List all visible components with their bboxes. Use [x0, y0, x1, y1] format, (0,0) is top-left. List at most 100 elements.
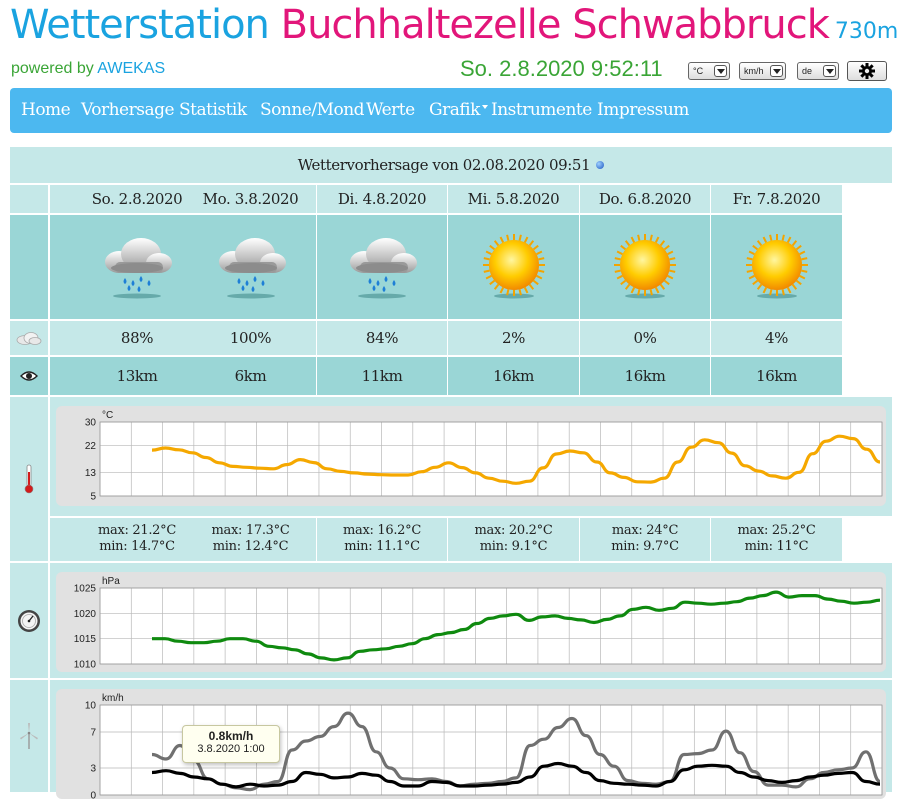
- sun-icon: [614, 234, 676, 299]
- y-axis-unit: km/h: [102, 693, 124, 704]
- series-line-0: [151, 590, 881, 662]
- day-visibility: 11km: [361, 367, 403, 385]
- sun-icon: [745, 234, 808, 299]
- label-cell-visibility: [10, 357, 48, 395]
- plot-area: [100, 588, 882, 664]
- day-icon-cell: [448, 215, 579, 319]
- forecast-title: Wettervorhersage von 02.08.2020 09:51: [297, 156, 591, 174]
- label-cell-wind: [10, 680, 48, 792]
- temp-unit-value: °C: [693, 66, 704, 76]
- station-name: Buchhaltezelle Schwabbruck: [280, 2, 830, 48]
- day-cloud-cover: 0%: [633, 329, 657, 347]
- nav-statistik[interactable]: Statistik: [179, 100, 247, 120]
- forecast-title-row: Wettervorhersage von 02.08.2020 09:51: [10, 147, 892, 183]
- rain-cloud-icon: [105, 238, 172, 299]
- day-date: Mi. 5.8.2020: [467, 190, 560, 208]
- y-tick-label: 5: [90, 492, 96, 503]
- powered-by-prefix: powered by: [11, 60, 94, 77]
- y-tick-label: 1025: [74, 584, 97, 595]
- day-date-cell: Mo. 3.8.2020: [185, 185, 316, 213]
- day-min-temp: min: 9.1°C: [479, 539, 548, 554]
- series-line-0: [151, 711, 881, 792]
- label-cell-temperature: [10, 397, 48, 561]
- day-minmax-cell: max: 24°C min: 9.7°C: [580, 518, 710, 561]
- day-cloud-cover: 100%: [229, 329, 272, 347]
- wind-unit-select[interactable]: km/h: [739, 62, 786, 80]
- title-part1: Wetterstation: [10, 2, 270, 48]
- day-date-cell: Di. 4.8.2020: [317, 185, 447, 213]
- powered-by: powered by AWEKAS: [11, 60, 165, 78]
- status-dot-icon: [596, 161, 605, 169]
- y-tick-label: 13: [85, 468, 97, 479]
- nav-sonne-mond[interactable]: Sonne/Mond: [260, 100, 365, 120]
- day-visibility: 16km: [756, 367, 797, 385]
- day-min-temp: min: 9.7°C: [611, 539, 679, 554]
- chevron-down-icon: [823, 65, 836, 77]
- day-date-cell: Mi. 5.8.2020: [448, 185, 579, 213]
- wind-turbine-icon: [20, 723, 38, 749]
- day-min-temp: min: 14.7°C: [99, 539, 175, 554]
- y-axis-unit: hPa: [102, 576, 120, 587]
- awekas-link[interactable]: AWEKAS: [97, 60, 166, 77]
- plot-border: [99, 587, 883, 665]
- nav-grafik[interactable]: Grafik: [429, 100, 488, 120]
- day-max-temp: max: 24°C: [611, 523, 679, 538]
- y-tick-label: 22: [85, 441, 97, 452]
- nav-instrumente[interactable]: Instrumente: [491, 100, 592, 120]
- y-tick-label: 7: [90, 728, 96, 739]
- day-max-temp: max: 25.2°C: [737, 523, 816, 538]
- temperature-chart-box: 30 22 13 5 °C: [56, 406, 886, 506]
- pressure-chart: 1025 1020 1015 1010 hPa: [74, 576, 883, 671]
- day-icon-cell: [185, 215, 316, 319]
- day-date-cell: Do. 6.8.2020: [580, 185, 710, 213]
- day-minmax-cell: max: 25.2°C min: 11°C: [711, 518, 842, 561]
- day-min-temp: min: 11.1°C: [344, 539, 420, 554]
- tooltip-time: 3.8.2020 1:00: [197, 743, 265, 755]
- day-date: Mo. 3.8.2020: [202, 190, 299, 208]
- nav-vorhersage[interactable]: Vorhersage: [81, 100, 175, 120]
- wind-chart-box: 10 7 3 0 km/h: [56, 689, 886, 802]
- nav-impressum[interactable]: Impressum: [597, 100, 689, 120]
- day-date: Di. 4.8.2020: [337, 190, 427, 208]
- nav-werte[interactable]: Werte: [366, 100, 415, 120]
- day-cloud-cell: 0%: [580, 321, 710, 355]
- rain-cloud-icon: [350, 238, 417, 299]
- day-cloud-cell: 2%: [448, 321, 579, 355]
- day-date-cell: Fr. 7.8.2020: [711, 185, 842, 213]
- day-visibility-cell: 16km: [448, 357, 579, 395]
- label-cell-cloud: [10, 321, 48, 355]
- day-visibility-cell: 11km: [317, 357, 447, 395]
- day-visibility-cell: 6km: [185, 357, 316, 395]
- main-nav: Home Vorhersage Statistik Sonne/Mond Wer…: [10, 88, 892, 133]
- plot-area: [100, 422, 882, 496]
- barometer-icon: [18, 609, 40, 632]
- settings-button[interactable]: [847, 61, 887, 81]
- temp-unit-select[interactable]: °C: [688, 62, 730, 80]
- day-icon-cell: [711, 215, 842, 319]
- day-cloud-cell: 4%: [711, 321, 842, 355]
- day-cloud-cover: 84%: [365, 329, 399, 347]
- day-icon-cell: [317, 215, 447, 319]
- day-date: So. 2.8.2020: [91, 190, 183, 208]
- nav-home[interactable]: Home: [21, 100, 71, 120]
- chevron-down-icon: [770, 65, 783, 77]
- day-max-temp: max: 20.2°C: [474, 523, 553, 538]
- wind-unit-value: km/h: [744, 66, 764, 76]
- day-date: Do. 6.8.2020: [598, 190, 692, 208]
- sun-icon: [482, 234, 545, 299]
- rain-cloud-icon: [218, 238, 286, 299]
- day-max-temp: max: 17.3°C: [211, 523, 290, 538]
- day-min-temp: min: 12.4°C: [212, 539, 289, 554]
- day-cloud-cover: 2%: [502, 329, 525, 347]
- language-select[interactable]: de: [797, 62, 839, 80]
- day-cloud-cell: 100%: [185, 321, 316, 355]
- series-line-1: [151, 761, 881, 789]
- series-line-0: [151, 434, 881, 485]
- day-cloud-cover: 88%: [120, 329, 154, 347]
- day-minmax-cell: max: 20.2°C min: 9.1°C: [448, 518, 579, 561]
- day-visibility: 6km: [234, 367, 267, 385]
- temperature-chart: 30 22 13 5 °C: [85, 410, 883, 503]
- y-axis-unit: °C: [102, 410, 113, 421]
- day-max-temp: max: 16.2°C: [342, 523, 421, 538]
